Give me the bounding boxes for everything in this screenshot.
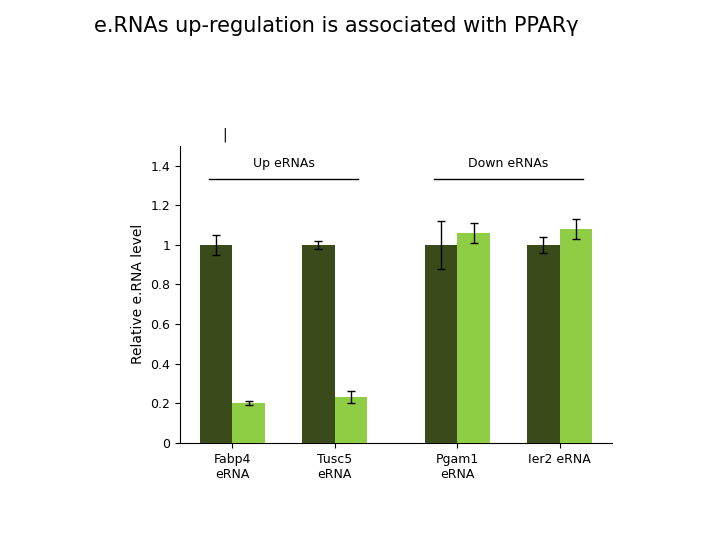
Bar: [199, 245, 233, 443]
Text: Down eRNAs: Down eRNAs: [469, 157, 549, 170]
Text: e.RNAs up-regulation is associated with PPARγ: e.RNAs up-regulation is associated with …: [94, 16, 578, 36]
Bar: [302, 245, 335, 443]
Text: |: |: [222, 127, 227, 142]
Y-axis label: Relative e.RNA level: Relative e.RNA level: [131, 224, 145, 364]
Bar: [559, 229, 593, 443]
Bar: [425, 245, 457, 443]
Text: Up eRNAs: Up eRNAs: [253, 157, 315, 170]
Bar: [457, 233, 490, 443]
Bar: [233, 403, 265, 443]
Bar: [527, 245, 559, 443]
Bar: [335, 397, 367, 443]
Legend: siNTC, siPPARγ: siNTC, siPPARγ: [309, 539, 483, 540]
